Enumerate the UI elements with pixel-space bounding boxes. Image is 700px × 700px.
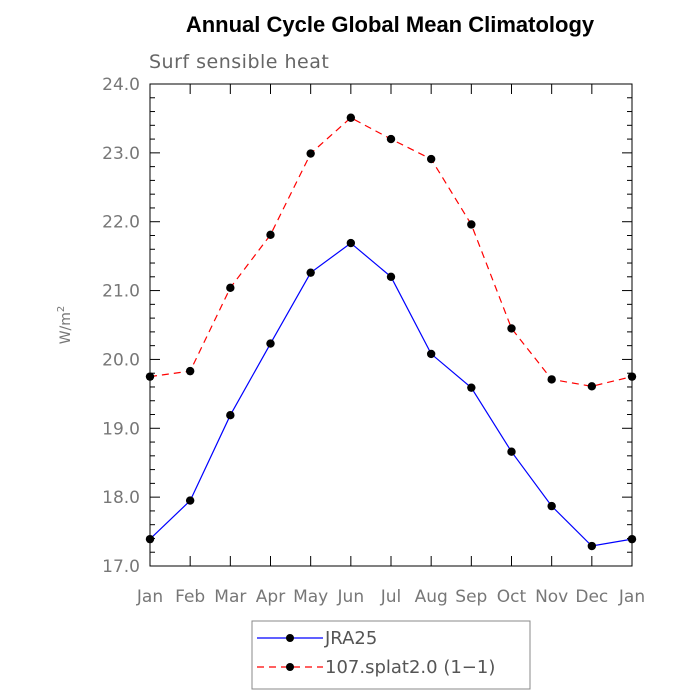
series-line bbox=[149, 242, 633, 547]
y-tick-label: 18.0 bbox=[102, 488, 140, 508]
legend-box bbox=[251, 620, 531, 690]
x-tick-label: Feb bbox=[175, 587, 205, 607]
series-layer bbox=[145, 113, 637, 551]
series-line bbox=[149, 116, 633, 387]
x-tick-label: Oct bbox=[497, 587, 527, 607]
axis-ticks bbox=[149, 83, 633, 567]
x-tick-label: Aug bbox=[415, 587, 448, 607]
data-point bbox=[346, 113, 356, 122]
data-point bbox=[266, 339, 275, 348]
chart-subtitle: Surf sensible heat bbox=[149, 51, 329, 73]
data-point bbox=[346, 238, 356, 248]
x-tick-labels: Jan Feb Mar Apr May Jun Jul Aug Sep Oct Nov Dec Jan bbox=[136, 587, 645, 607]
data-point bbox=[185, 496, 195, 505]
data-point bbox=[386, 134, 396, 144]
series-0 bbox=[145, 238, 637, 551]
data-point bbox=[306, 149, 315, 158]
data-point bbox=[587, 541, 597, 551]
legend-label-splat: 107.splat2.0 (1−1) bbox=[325, 657, 495, 678]
y-axis-label: W/m2 bbox=[56, 306, 74, 345]
data-point bbox=[266, 230, 275, 239]
y-tick-labels: 17.0 18.0 19.0 20.0 21.0 22.0 23.0 24.0 bbox=[102, 75, 140, 577]
data-point bbox=[426, 154, 436, 164]
legend-marker-jra25 bbox=[286, 634, 294, 642]
legend-label-jra25: JRA25 bbox=[324, 628, 377, 649]
y-tick-label: 20.0 bbox=[102, 350, 140, 370]
y-tick-label: 17.0 bbox=[102, 557, 140, 577]
x-tick-label: Dec bbox=[575, 587, 608, 607]
data-point bbox=[467, 383, 476, 392]
data-point bbox=[507, 447, 516, 456]
x-tick-label: Jan bbox=[136, 587, 163, 607]
data-point bbox=[226, 283, 235, 293]
x-tick-label: Jul bbox=[380, 587, 402, 607]
y-tick-label: 23.0 bbox=[102, 144, 140, 164]
x-tick-label: Mar bbox=[214, 587, 246, 607]
x-tick-label: Jun bbox=[337, 587, 365, 607]
data-point bbox=[226, 411, 235, 420]
data-point bbox=[306, 268, 315, 277]
x-tick-label: Apr bbox=[256, 587, 285, 607]
y-tick-label: 22.0 bbox=[102, 213, 140, 233]
y-tick-label: 21.0 bbox=[102, 282, 140, 302]
data-point bbox=[467, 220, 476, 229]
x-tick-label: Nov bbox=[535, 587, 568, 607]
legend: JRA25 107.splat2.0 (1−1) bbox=[251, 620, 531, 690]
data-point bbox=[547, 501, 556, 511]
data-point bbox=[185, 366, 195, 376]
y-tick-label: 24.0 bbox=[102, 75, 140, 95]
series-1 bbox=[145, 113, 637, 391]
x-tick-label: Jan bbox=[618, 587, 645, 607]
data-point bbox=[587, 382, 597, 391]
data-point bbox=[547, 375, 556, 384]
chart-title: Annual Cycle Global Mean Climatology bbox=[186, 12, 595, 37]
data-point bbox=[386, 272, 396, 281]
plot-frame bbox=[149, 83, 633, 567]
x-tick-label: May bbox=[293, 587, 328, 607]
y-tick-label: 19.0 bbox=[102, 419, 140, 439]
x-tick-label: Sep bbox=[455, 587, 487, 607]
data-point bbox=[426, 349, 436, 359]
data-point bbox=[507, 324, 516, 333]
legend-marker-splat bbox=[286, 663, 294, 671]
